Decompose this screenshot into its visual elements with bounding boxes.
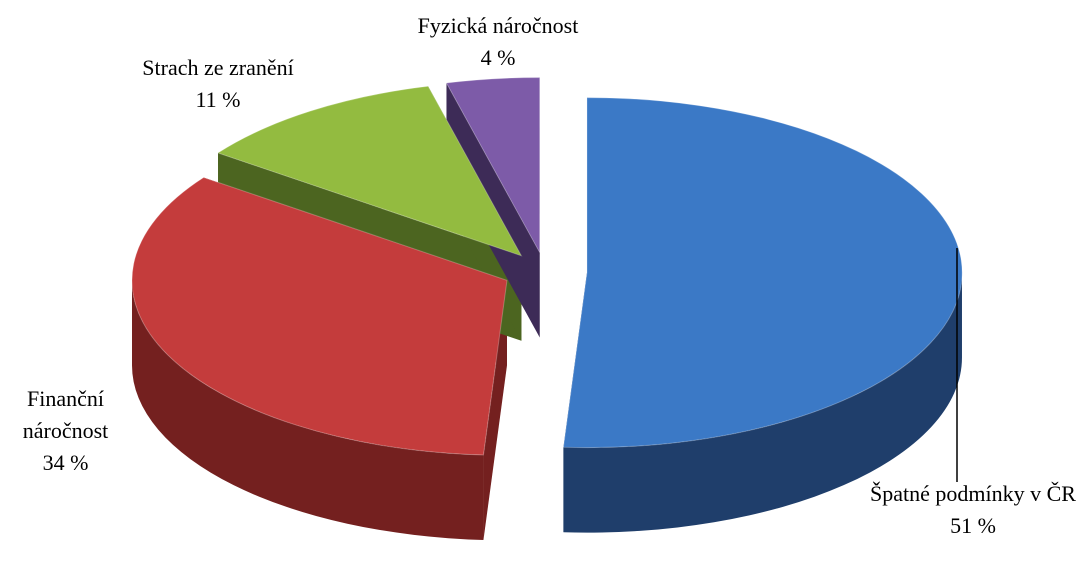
slice: [445, 77, 541, 253]
category-label: Finanční náročnost: [22, 386, 109, 443]
slice-label: Strach ze zranění 11 %: [108, 52, 328, 116]
category-label: Špatné podmínky v ČR: [870, 481, 1076, 506]
value-label: 11 %: [195, 87, 241, 112]
slice-label: Finanční náročnost 34 %: [8, 383, 123, 479]
slice-side: [563, 272, 962, 533]
slice: [562, 97, 963, 449]
slice: [216, 85, 523, 257]
value-label: 51 %: [950, 513, 996, 538]
category-label: Strach ze zranění: [142, 55, 294, 80]
category-label: Fyzická náročnost: [417, 13, 579, 38]
slice: [131, 176, 508, 456]
value-label: 34 %: [42, 450, 89, 475]
slice-label: Špatné podmínky v ČR 51 %: [858, 478, 1086, 542]
slice-side: [132, 280, 484, 540]
value-label: 4 %: [480, 45, 516, 70]
slice-label: Fyzická náročnost 4 %: [378, 10, 618, 74]
